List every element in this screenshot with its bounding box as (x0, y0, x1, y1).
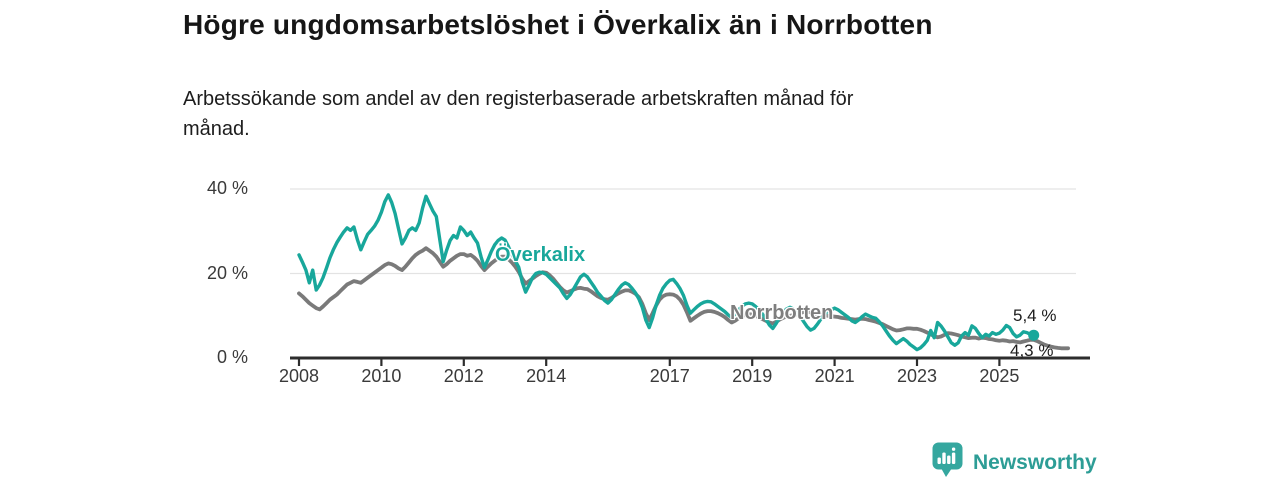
series-line-norrbotten (297, 246, 1070, 351)
newsworthy-bar-chart-bubble-icon (932, 442, 963, 480)
y-axis-tick-label: 0 % (216, 347, 248, 367)
series-label-norrbotten: Norrbotten (730, 302, 834, 324)
newsworthy-logo[interactable]: Newsworthy (932, 442, 1097, 480)
x-axis-tick-label: 2012 (443, 366, 484, 386)
page-title: Högre ungdomsarbetslöshet i Överkalix än… (183, 9, 933, 40)
x-axis-tick-label: 2014 (526, 366, 567, 386)
x-axis-tick-label: 2021 (814, 366, 855, 386)
chart-subtitle: Arbetssökande som andel av den registerb… (183, 84, 853, 144)
newsworthy-wordmark: Newsworthy (973, 450, 1097, 474)
x-axis-tick-label: 2023 (896, 366, 938, 386)
chart-subtitle-line1: Arbetssökande som andel av den registerb… (183, 88, 854, 110)
chart-subtitle-line2: månad. (183, 118, 250, 140)
y-axis-tick-label: 20 % (206, 262, 248, 283)
x-axis-tick-label: 2017 (649, 366, 690, 386)
end-value-label-overkalix: 5,4 % (1013, 306, 1057, 325)
end-value-label-norrbotten: 4,3 % (1010, 341, 1054, 360)
series-label-overkalix: Överkalix (495, 244, 586, 266)
x-axis-tick-label: 2025 (979, 366, 1020, 386)
series-line-overkalix (297, 193, 1036, 352)
x-axis-tick-label: 2008 (278, 366, 320, 386)
x-axis-tick-label: 2010 (361, 366, 402, 386)
y-axis-tick-label: 40 % (206, 178, 248, 198)
series-end-dot-overkalix (1028, 329, 1040, 341)
x-axis-tick-label: 2019 (732, 366, 773, 386)
